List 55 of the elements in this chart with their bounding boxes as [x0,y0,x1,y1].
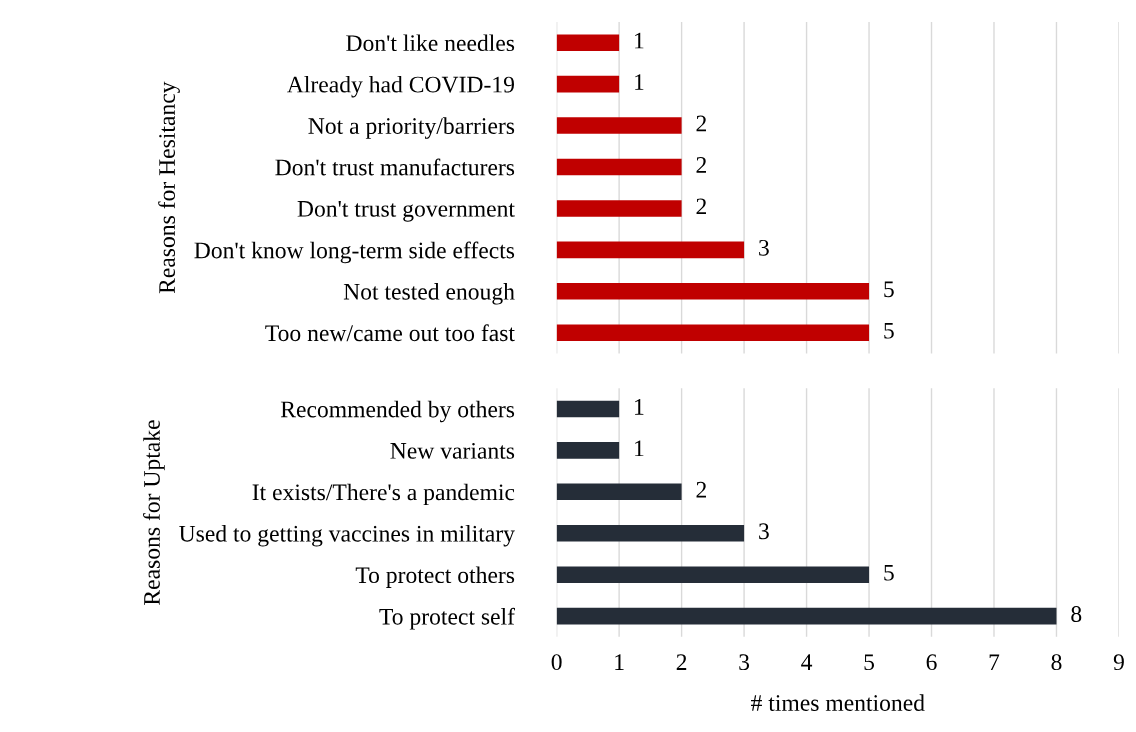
bar [556,34,620,51]
data-label: 5 [884,322,894,339]
data-label: 3 [759,239,769,256]
bar [556,483,682,501]
data-label: 2 [696,115,706,132]
y-axis-title: Reasons for Hesitancy [158,81,180,294]
y-tick-label: Too new/came out too fast [265,324,515,342]
y-tick-label: Don't know long-term side effects [194,241,515,264]
x-tick-label: 8 [1051,654,1062,671]
bar [556,241,745,259]
bar [556,524,745,542]
bar [556,324,870,341]
bar [556,400,620,418]
x-tick-label: 6 [926,654,937,671]
y-tick-label: Don't trust manufacturers [275,158,515,176]
bar [556,607,1057,625]
y-tick-label: Not a priority/barriers [308,117,515,139]
y-tick-label: Already had COVID-19 [287,75,514,98]
y-tick-label: Don't like needles [346,34,515,52]
data-label: 5 [884,564,894,581]
y-axis-title: Reasons for Uptake [143,420,165,605]
data-label: 2 [696,157,706,173]
x-tick-label: 4 [801,654,813,670]
bar [556,117,682,134]
y-tick-label: To protect self [379,607,515,630]
x-tick-label: 9 [1113,654,1124,671]
data-label: 1 [635,74,644,90]
data-label: 2 [696,198,706,215]
bar [556,282,870,300]
x-tick-label: 5 [864,654,875,671]
y-tick-label: Recommended by others [280,400,515,423]
y-tick-label: To protect others [355,566,515,588]
data-label: 2 [696,481,706,498]
bar [556,566,870,583]
x-tick-label: 3 [739,654,750,671]
data-label: 3 [759,523,769,540]
data-label: 1 [635,440,644,457]
data-label: 1 [635,399,644,415]
x-tick-label: 1 [615,654,624,670]
x-tick-label: 0 [551,654,562,671]
y-tick-label: New variants [390,442,515,459]
y-tick-label: Used to getting vaccines in military [179,525,515,547]
x-tick-label: 2 [676,654,687,670]
y-tick-label: Not tested enough [343,283,515,305]
data-label: 8 [1071,606,1082,623]
bar [556,200,682,217]
y-tick-label: Don't trust government [297,201,515,222]
bar [556,158,682,176]
y-tick-label: It exists/There's a pandemic [252,483,515,506]
bar [556,442,620,459]
bar [556,75,620,93]
data-label: 5 [884,281,894,298]
x-tick-label: 7 [989,654,1000,670]
x-axis-title: # times mentioned [751,694,925,711]
data-label: 1 [635,32,644,49]
